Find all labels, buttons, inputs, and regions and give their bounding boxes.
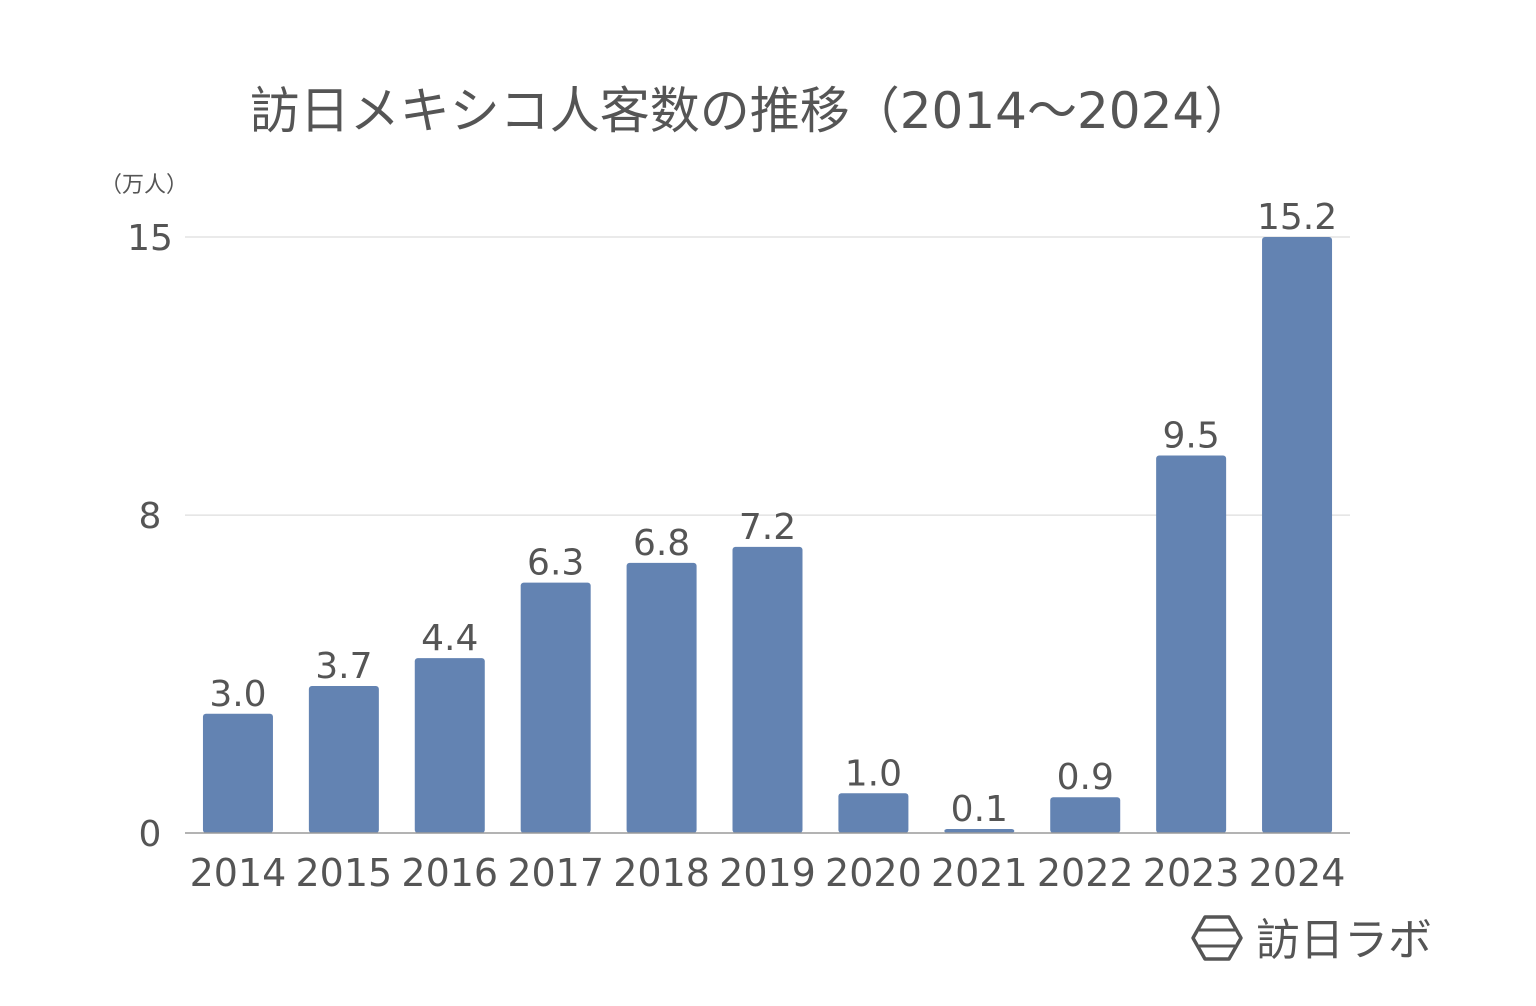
data-label-2023: 9.5 [1163, 416, 1220, 457]
bars [202, 237, 1333, 833]
data-label-2015: 3.7 [315, 646, 372, 687]
x-tick-label: 2023 [1143, 851, 1240, 895]
bar-2019 [732, 546, 803, 833]
x-tick-label: 2022 [1037, 851, 1134, 895]
bar-2023 [1156, 455, 1227, 833]
x-tick-label: 2017 [507, 851, 604, 895]
y-tick-label: 8 [139, 496, 162, 537]
x-tick-label: 2016 [401, 851, 498, 895]
bar-2018 [626, 562, 697, 833]
data-label-2018: 6.8 [633, 523, 690, 564]
data-label-2022: 0.9 [1057, 757, 1114, 798]
data-label-2024: 15.2 [1257, 197, 1337, 238]
bar-2015 [308, 685, 379, 833]
y-tick-label: 15 [127, 218, 173, 259]
data-label-2020: 1.0 [845, 753, 902, 794]
x-tick-label: 2024 [1249, 851, 1346, 895]
x-tick-label: 2020 [825, 851, 922, 895]
bar-2022 [1050, 797, 1121, 833]
x-tick-label: 2015 [296, 851, 393, 895]
bar-2016 [414, 658, 485, 833]
x-tick-label: 2018 [613, 851, 710, 895]
bar-2017 [520, 582, 591, 833]
bar-2020 [838, 793, 909, 833]
y-tick-label: 0 [139, 814, 162, 855]
bar-2014 [202, 713, 273, 833]
bar-2021 [944, 829, 1015, 833]
bar-2024 [1262, 237, 1333, 833]
x-axis-ticks: 2014 2015 2016 2017 2018 2019 2020 2021 2022 2023… [190, 851, 1346, 895]
data-label-2021: 0.1 [951, 789, 1008, 830]
y-axis-ticks: 0 8 15 [127, 218, 173, 855]
y-axis-unit-label: （万人） [100, 173, 188, 198]
hexagon-logo-icon [1191, 915, 1243, 961]
data-label-2017: 6.3 [527, 543, 584, 584]
data-labels: 3.0 3.7 4.4 6.3 6.8 7.2 1.0 0.1 0.9 9.5 15.2 [209, 197, 1337, 830]
data-label-2016: 4.4 [421, 618, 478, 659]
data-label-2014: 3.0 [209, 674, 266, 715]
chart-title: 訪日メキシコ人客数の推移（2014～2024） [250, 82, 1255, 140]
brand-name: 訪日ラボ [1256, 915, 1432, 966]
gridlines [185, 236, 1350, 516]
x-tick-label: 2014 [190, 851, 287, 895]
x-tick-label: 2019 [719, 851, 816, 895]
brand-mark: 訪日ラボ [1191, 915, 1432, 966]
x-tick-label: 2021 [931, 851, 1028, 895]
data-label-2019: 7.2 [739, 507, 796, 548]
